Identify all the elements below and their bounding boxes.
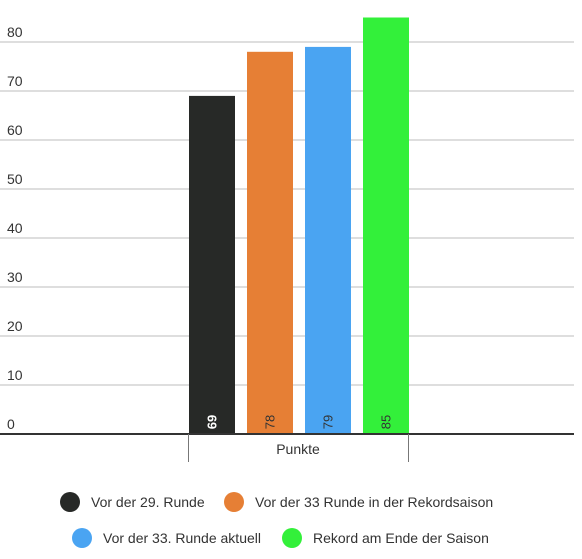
legend-label: Vor der 33. Runde aktuell [103, 530, 261, 546]
legend-label: Vor der 33 Runde in der Rekordsaison [255, 494, 494, 510]
legend-label: Rekord am Ende der Saison [313, 530, 489, 546]
bar[interactable] [363, 17, 409, 435]
y-tick-label: 80 [7, 24, 23, 40]
y-tick-label: 20 [7, 318, 23, 334]
legend-item-series-3[interactable]: Vor der 33. Runde aktuell [72, 523, 261, 553]
legend-swatch [224, 492, 244, 512]
y-tick-label: 40 [7, 220, 23, 236]
legend-swatch [282, 528, 302, 548]
y-tick-label: 60 [7, 122, 23, 138]
legend-item-series-1[interactable]: Vor der 29. Runde [60, 487, 205, 517]
legend-item-series-4[interactable]: Rekord am Ende der Saison [282, 523, 489, 553]
x-category-label: Punkte [276, 441, 320, 457]
legend-label: Vor der 29. Runde [91, 494, 205, 510]
x-axis: Punkte [0, 433, 574, 462]
y-tick-label: 10 [7, 367, 23, 383]
bar-chart: 0 10 20 30 40 50 60 70 80 69 78 79 85 Punkte [0, 17, 574, 462]
y-tick-label: 50 [7, 171, 23, 187]
legend-swatch [72, 528, 92, 548]
bar[interactable] [189, 95, 235, 435]
legend-swatch [60, 492, 80, 512]
bar[interactable] [305, 46, 351, 435]
y-tick-label: 30 [7, 269, 23, 285]
y-tick-label: 70 [7, 73, 23, 89]
bars: 69 78 79 85 [189, 17, 409, 435]
bar-data-label: 85 [379, 415, 394, 429]
bar-data-label: 69 [205, 415, 220, 429]
bar-data-label: 78 [263, 415, 278, 429]
legend-item-series-2[interactable]: Vor der 33 Runde in der Rekordsaison [224, 487, 493, 517]
legend-row-2: Vor der 33. Runde aktuell Rekord am Ende… [0, 523, 582, 553]
y-axis-ticks: 0 10 20 30 40 50 60 70 80 [7, 24, 23, 432]
legend-row-1: Vor der 29. Runde Vor der 33 Runde in de… [0, 487, 582, 517]
bar-data-label: 79 [321, 415, 336, 429]
y-tick-label: 0 [7, 416, 15, 432]
bar[interactable] [247, 51, 293, 435]
